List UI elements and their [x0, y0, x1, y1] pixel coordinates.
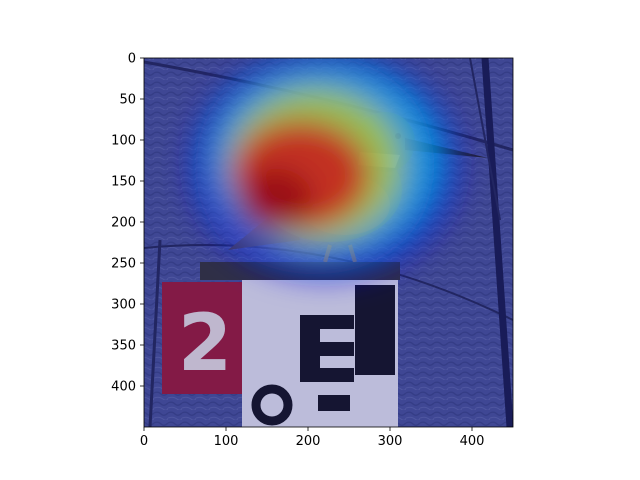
y-axis: 0 50 100 150 200 250 300 350 400	[111, 52, 144, 395]
x-tick-label: 400	[460, 434, 485, 449]
x-tick-label: 300	[378, 434, 403, 449]
y-tick-label: 200	[111, 216, 136, 231]
y-tick-label: 350	[111, 339, 136, 354]
y-tick-label: 400	[111, 380, 136, 395]
x-tick-label: 100	[214, 434, 239, 449]
sign-number: 2	[178, 299, 232, 389]
y-tick-label: 50	[119, 93, 136, 108]
y-tick-label: 150	[111, 175, 136, 190]
y-tick-label: 250	[111, 257, 136, 272]
x-tick-label: 200	[296, 434, 321, 449]
red-number-sign	[162, 282, 248, 394]
attention-heatmap	[190, 58, 460, 280]
photo-image: 2	[144, 58, 513, 427]
y-tick-label: 300	[111, 298, 136, 313]
x-tick-label: 0	[140, 434, 148, 449]
x-axis: 0 100 200 300 400	[140, 427, 485, 449]
y-tick-label: 0	[128, 52, 136, 67]
y-tick-label: 100	[111, 134, 136, 149]
axes-frame	[143, 57, 514, 428]
